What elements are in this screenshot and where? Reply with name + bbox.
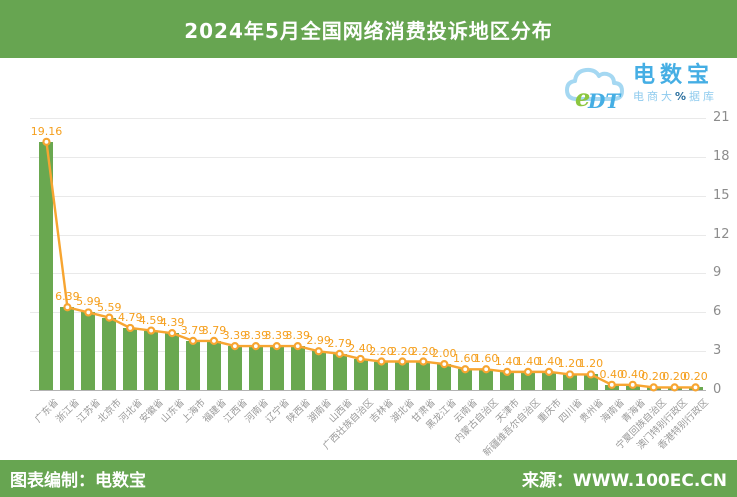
bar-安徽省 — [144, 330, 159, 390]
bar-上海市 — [186, 340, 201, 390]
value-label: 3.39 — [243, 329, 269, 343]
gridline — [30, 195, 706, 197]
value-label: 1.60 — [473, 352, 499, 366]
value-label: 2.20 — [390, 344, 415, 358]
y-axis-tick-label: 6 — [713, 304, 722, 320]
value-label: 3.39 — [285, 329, 310, 343]
bar-山东省 — [165, 333, 180, 390]
value-label: 5.99 — [76, 295, 101, 309]
value-label: 0.20 — [662, 370, 687, 384]
value-label: 2.20 — [369, 344, 394, 358]
footer-banner: 图表编制：电数宝 来源：WWW.100EC.CN — [0, 460, 737, 497]
bar-江西省 — [227, 346, 242, 390]
logo-tagline: 电商大%据库 — [633, 90, 718, 103]
logo-percent-glyph: % — [675, 90, 690, 103]
bar-澳门特别行政区 — [667, 387, 682, 390]
value-label: 3.79 — [201, 323, 227, 337]
bar-山西省 — [332, 353, 347, 390]
bar-河南省 — [248, 346, 263, 390]
logo-brand-name: 电数宝 — [633, 63, 715, 88]
value-label: 1.40 — [494, 354, 520, 368]
value-label: 2.40 — [348, 341, 373, 355]
value-label: 5.59 — [97, 300, 122, 314]
value-label: 3.79 — [180, 323, 206, 337]
bar-广西壮族自治区 — [353, 358, 368, 390]
value-label: 1.60 — [452, 352, 478, 366]
bar-香港特别行政区 — [688, 387, 703, 390]
bar-甘肃省 — [416, 361, 431, 390]
value-label: 0.40 — [599, 367, 625, 381]
bar-广东省 — [39, 141, 54, 390]
value-label: 2.00 — [432, 347, 457, 361]
logo-letters-dt: DT — [587, 89, 622, 113]
bar-海南省 — [604, 384, 619, 390]
bar-北京市 — [102, 317, 117, 390]
bar-新疆维吾尔自治区 — [521, 371, 536, 390]
footer-source: 来源：WWW.100EC.CN — [521, 471, 727, 491]
value-label: 3.39 — [222, 329, 248, 343]
bar-吉林省 — [374, 361, 389, 390]
y-axis-tick-label: 15 — [713, 187, 730, 203]
value-label: 4.79 — [117, 310, 143, 324]
logo-letter-e: e — [575, 83, 590, 112]
bar-宁夏回族自治区 — [646, 387, 661, 390]
gridline — [30, 273, 706, 275]
value-label: 1.20 — [578, 357, 604, 371]
value-label: 0.40 — [620, 367, 645, 381]
y-axis-tick-label: 21 — [713, 110, 730, 125]
chart-header-banner: 2024年5月全国网络消费投诉地区分布 — [0, 0, 737, 58]
value-label: 4.39 — [159, 316, 185, 330]
bar-浙江省 — [60, 307, 75, 390]
footer-credit: 图表编制：电数宝 — [10, 471, 146, 491]
edt-logo: e DT 电数宝 电商大%据库 — [561, 59, 729, 115]
x-axis-line — [30, 390, 706, 391]
value-label: 3.39 — [264, 329, 290, 343]
value-label: 4.59 — [138, 313, 164, 327]
page-title: 2024年5月全国网络消费投诉地区分布 — [184, 18, 553, 43]
logo-text-block: 电数宝 电商大%据库 — [633, 65, 717, 104]
bar-湖北省 — [395, 361, 410, 390]
value-label: 1.20 — [557, 357, 583, 371]
bar-福建省 — [206, 340, 221, 390]
gridline — [30, 234, 706, 236]
y-axis-tick-label: 9 — [713, 265, 722, 281]
y-axis-tick-label: 12 — [713, 226, 730, 242]
value-label: 2.20 — [411, 344, 436, 358]
bar-辽宁省 — [269, 346, 284, 390]
cloud-logo-icon: e DT — [565, 67, 624, 113]
y-axis-tick-label: 0 — [713, 382, 722, 397]
bar-天津市 — [500, 371, 515, 390]
value-label: 2.99 — [306, 334, 331, 348]
bar-黑龙江省 — [437, 364, 452, 390]
gridline — [30, 118, 706, 119]
value-label: 0.20 — [641, 370, 666, 384]
bar-江苏省 — [81, 312, 96, 390]
value-label: 1.40 — [515, 354, 541, 368]
bar-重庆市 — [541, 371, 556, 390]
y-axis-tick-label: 3 — [713, 343, 722, 359]
bar-云南省 — [458, 369, 473, 390]
value-label: 19.16 — [30, 124, 63, 138]
value-label: 6.39 — [55, 290, 80, 304]
bar-内蒙古自治区 — [479, 369, 494, 390]
value-label: 1.40 — [536, 354, 562, 368]
y-axis-tick-label: 18 — [713, 148, 730, 164]
value-label: 0.20 — [683, 370, 708, 384]
bar-湖南省 — [311, 351, 326, 390]
bar-青海省 — [625, 384, 640, 390]
bar-四川省 — [562, 374, 577, 390]
gridline — [30, 156, 706, 158]
bar-河北省 — [123, 327, 138, 390]
bar-陕西省 — [290, 346, 305, 390]
value-label: 2.79 — [327, 336, 352, 350]
